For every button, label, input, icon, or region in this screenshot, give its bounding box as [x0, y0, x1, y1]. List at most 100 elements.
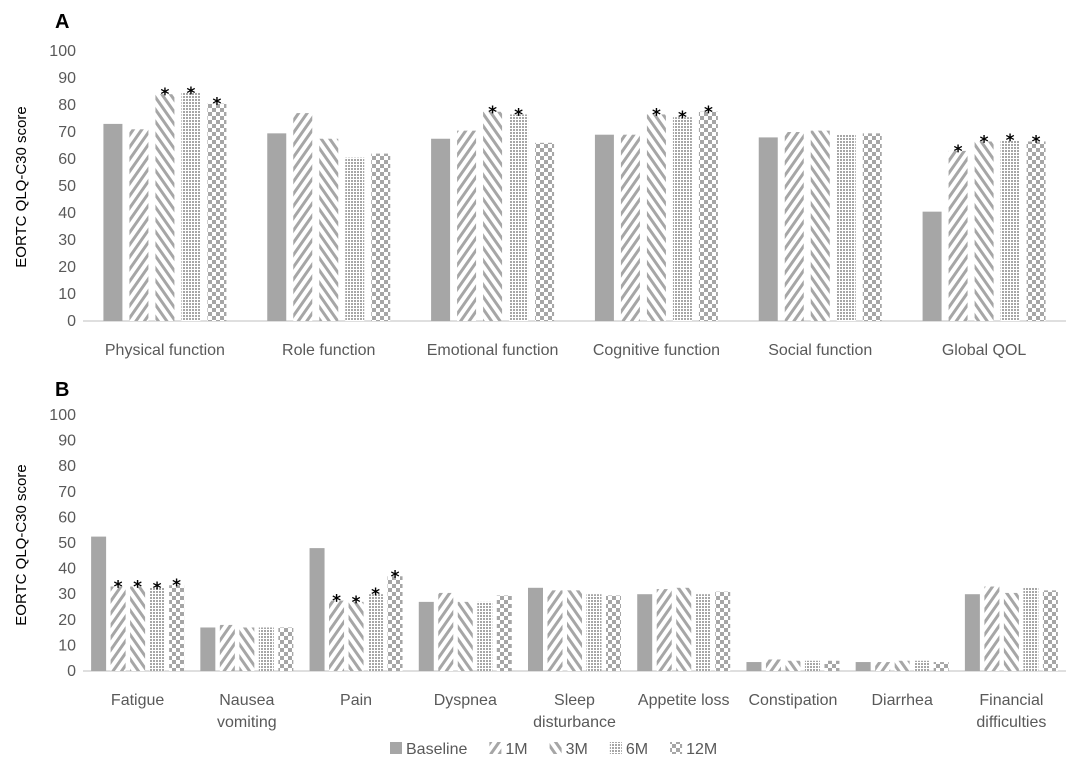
- bar: [1000, 140, 1020, 321]
- bar: [862, 133, 882, 321]
- bar: [258, 627, 274, 671]
- significance-marker: *: [1032, 132, 1041, 152]
- x-tick-label: Fatigue: [111, 692, 164, 709]
- x-tick-label: Appetite loss: [638, 692, 730, 709]
- bar: [785, 660, 801, 671]
- bar: [219, 624, 235, 671]
- bar: [715, 591, 731, 671]
- y-tick-label: 70: [58, 124, 76, 141]
- significance-marker: *: [371, 585, 380, 605]
- legend-swatch: [489, 742, 502, 754]
- bar: [948, 150, 968, 321]
- bar: [672, 117, 692, 322]
- y-tick-label: 70: [58, 484, 76, 501]
- bar: [483, 111, 503, 321]
- bar: [974, 141, 994, 321]
- bar: [698, 111, 718, 321]
- bar: [758, 137, 778, 321]
- bar: [695, 594, 711, 671]
- y-tick-label: 30: [58, 586, 76, 603]
- bar: [547, 590, 563, 671]
- significance-marker: *: [172, 576, 181, 596]
- x-tick-label: Nausea vomiting: [217, 692, 277, 731]
- y-tick-label: 20: [58, 259, 76, 276]
- significance-marker: *: [488, 103, 497, 123]
- legend-label: 1M: [505, 741, 527, 758]
- bar: [528, 587, 543, 671]
- significance-marker: *: [678, 108, 687, 128]
- legend-label: 12M: [686, 741, 717, 758]
- significance-marker: *: [1006, 131, 1015, 151]
- x-tick-label: Global QOL: [942, 342, 1027, 359]
- bar: [933, 662, 949, 671]
- bar: [656, 589, 672, 671]
- significance-marker: *: [980, 132, 989, 152]
- y-axis-label-a: EORTC QLQ-C30 score: [13, 106, 30, 267]
- significance-marker: *: [153, 579, 162, 599]
- bar: [91, 536, 107, 671]
- significance-marker: *: [391, 567, 400, 587]
- bar: [836, 134, 856, 321]
- panel-label-b: B: [55, 379, 69, 401]
- significance-marker: *: [160, 85, 169, 105]
- bar: [964, 594, 980, 671]
- bar: [586, 594, 602, 671]
- y-tick-label: 10: [58, 286, 76, 303]
- bar: [169, 585, 185, 671]
- y-tick-label: 10: [58, 637, 76, 654]
- bar: [1042, 590, 1058, 671]
- y-tick-label: 90: [58, 433, 76, 450]
- legend: Baseline 1M 3M 6M 12M: [390, 741, 717, 758]
- x-tick-label: Constipation: [748, 692, 837, 709]
- bar: [535, 142, 555, 321]
- y-tick-label: 50: [58, 535, 76, 552]
- y-tick-label: 100: [49, 43, 76, 60]
- bar: [129, 129, 149, 321]
- bar: [457, 130, 477, 321]
- bar: [239, 627, 255, 671]
- bar: [103, 123, 123, 322]
- y-axis-label-b: EORTC QLQ-C30 score: [13, 464, 30, 625]
- significance-marker: *: [652, 105, 661, 125]
- chart-panel-a: 0 10 20 30 40 50 60 70 80 90 100 * * * Physical functi…: [49, 43, 1066, 359]
- significance-marker: *: [332, 592, 341, 612]
- y-tick-label: 80: [58, 97, 76, 114]
- panel-label-a: A: [55, 11, 69, 33]
- y-tick-label: 0: [67, 313, 76, 330]
- bar: [567, 590, 582, 671]
- x-tick-label: Physical function: [105, 342, 225, 359]
- bar: [293, 113, 313, 321]
- bar: [676, 587, 692, 671]
- significance-marker: *: [114, 578, 123, 598]
- significance-marker: *: [704, 103, 713, 123]
- x-tick-label: Emotional function: [427, 342, 559, 359]
- y-tick-label: 90: [58, 70, 76, 87]
- bar: [309, 548, 325, 671]
- bar: [387, 576, 403, 671]
- bar: [1026, 141, 1046, 321]
- legend-swatch: [609, 742, 622, 754]
- x-tick-label: Cognitive function: [593, 342, 720, 359]
- legend-swatch: [549, 742, 562, 754]
- bar: [804, 660, 820, 671]
- bar: [348, 601, 364, 671]
- bar: [477, 601, 493, 671]
- significance-marker: *: [514, 105, 523, 125]
- significance-marker: *: [352, 593, 361, 613]
- bar: [509, 114, 529, 321]
- y-tick-label: 80: [58, 458, 76, 475]
- bar: [200, 627, 216, 671]
- y-tick-label: 50: [58, 178, 76, 195]
- y-tick-label: 20: [58, 612, 76, 629]
- bar: [810, 130, 830, 321]
- bar: [207, 103, 227, 322]
- x-tick-label: Role function: [282, 342, 375, 359]
- y-tick-label: 60: [58, 509, 76, 526]
- significance-marker: *: [212, 95, 221, 115]
- significance-marker: *: [954, 142, 963, 162]
- y-tick-label: 60: [58, 151, 76, 168]
- bar: [110, 586, 126, 671]
- x-tick-label: Diarrhea: [871, 692, 932, 709]
- bar: [765, 659, 781, 671]
